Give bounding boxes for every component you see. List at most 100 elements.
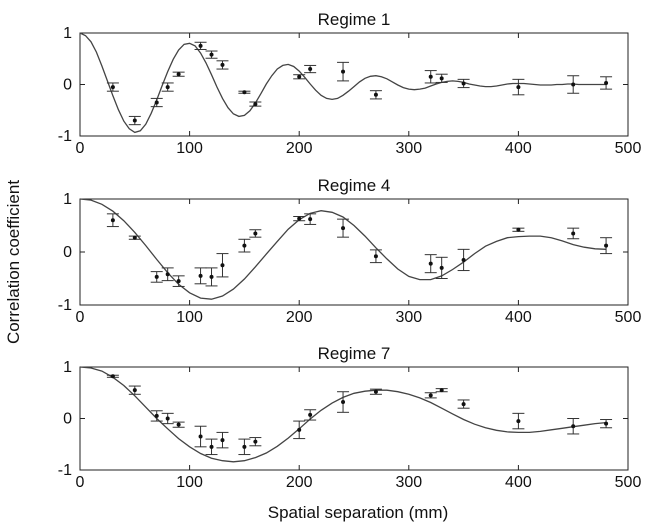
point-marker (176, 422, 181, 427)
point-marker (198, 434, 203, 439)
data-point (205, 267, 218, 287)
data-point (238, 438, 251, 456)
x-axis-label: Spatial separation (mm) (268, 503, 448, 522)
point-marker (176, 279, 181, 284)
chart-panel-3: Regime 70 100 200 300 400 500-101 (58, 344, 642, 491)
point-marker (209, 52, 214, 57)
data-point (249, 101, 262, 107)
point-marker (253, 102, 258, 107)
data-point (424, 392, 437, 399)
data-point (435, 256, 448, 279)
point-marker (571, 82, 576, 87)
data-point (172, 71, 185, 77)
data-point (128, 115, 141, 126)
data-point (161, 412, 174, 425)
point-marker (308, 67, 313, 72)
x-tick-label: 500 (615, 474, 642, 491)
point-marker (242, 90, 247, 95)
data-point (600, 419, 613, 429)
data-point (238, 238, 251, 253)
point-marker (154, 274, 159, 279)
point-marker (165, 85, 170, 90)
data-point (293, 215, 306, 222)
data-point (435, 388, 448, 393)
data-point (194, 425, 207, 448)
point-marker (110, 218, 115, 223)
x-tick-label: 300 (395, 474, 422, 491)
y-tick-label: 1 (63, 25, 72, 42)
x-tick-label: 400 (505, 309, 532, 326)
point-marker (253, 231, 258, 236)
data-point (337, 218, 350, 238)
data-point (150, 97, 163, 108)
panel-title: Regime 7 (318, 344, 391, 363)
data-point (172, 421, 185, 428)
data-point (106, 374, 119, 379)
x-tick-label: 500 (615, 309, 642, 326)
point-marker (571, 231, 576, 236)
data-point (150, 410, 163, 422)
point-marker (220, 62, 225, 67)
point-marker (516, 85, 521, 90)
point-marker (439, 76, 444, 81)
data-point (128, 385, 141, 395)
point-marker (297, 74, 302, 79)
data-point (106, 213, 119, 228)
y-tick-label: -1 (58, 297, 72, 314)
point-marker (132, 388, 137, 393)
point-marker (428, 393, 433, 398)
point-marker (439, 265, 444, 270)
point-marker (604, 243, 609, 248)
point-marker (132, 118, 137, 123)
point-marker (571, 424, 576, 429)
data-point (567, 227, 580, 240)
x-tick-label: 100 (176, 309, 203, 326)
x-tick-label: 0 (76, 309, 85, 326)
point-marker (176, 72, 181, 77)
x-tick-label: 300 (395, 309, 422, 326)
y-tick-label: -1 (58, 462, 72, 479)
chart-panel-2: Regime 40 100 200 300 400 500-101 (58, 176, 642, 326)
point-marker (132, 235, 137, 240)
x-tick-label: 0 (76, 140, 85, 157)
point-marker (165, 416, 170, 421)
data-point (238, 90, 251, 95)
point-marker (209, 444, 214, 449)
point-marker (242, 444, 247, 449)
y-tick-label: 0 (63, 244, 72, 261)
x-tick-label: 100 (176, 474, 203, 491)
point-marker (461, 81, 466, 86)
point-marker (154, 100, 159, 105)
point-marker (198, 273, 203, 278)
data-point (512, 78, 525, 96)
plot-frame (79, 198, 629, 306)
data-point (150, 271, 163, 283)
model-curve (79, 198, 607, 300)
x-tick-label: 200 (286, 140, 313, 157)
data-point (369, 388, 382, 395)
point-marker (220, 263, 225, 268)
point-marker (373, 92, 378, 97)
point-marker (341, 400, 346, 405)
data-point (337, 61, 350, 82)
plot-frame (79, 366, 629, 471)
model-curve (79, 32, 607, 134)
data-point (205, 50, 218, 59)
point-marker (110, 374, 115, 379)
y-tick-label: 0 (63, 411, 72, 428)
data-point (512, 412, 525, 430)
x-tick-label: 400 (505, 474, 532, 491)
point-marker (308, 217, 313, 222)
y-tick-label: 0 (63, 77, 72, 94)
y-tick-label: -1 (58, 128, 72, 145)
point-marker (439, 388, 444, 393)
data-point (216, 431, 229, 449)
data-point (567, 75, 580, 94)
point-marker (341, 69, 346, 74)
point-marker (297, 427, 302, 432)
panel-title: Regime 4 (318, 176, 391, 195)
point-marker (253, 439, 258, 444)
data-point (194, 41, 207, 50)
point-marker (516, 227, 521, 232)
